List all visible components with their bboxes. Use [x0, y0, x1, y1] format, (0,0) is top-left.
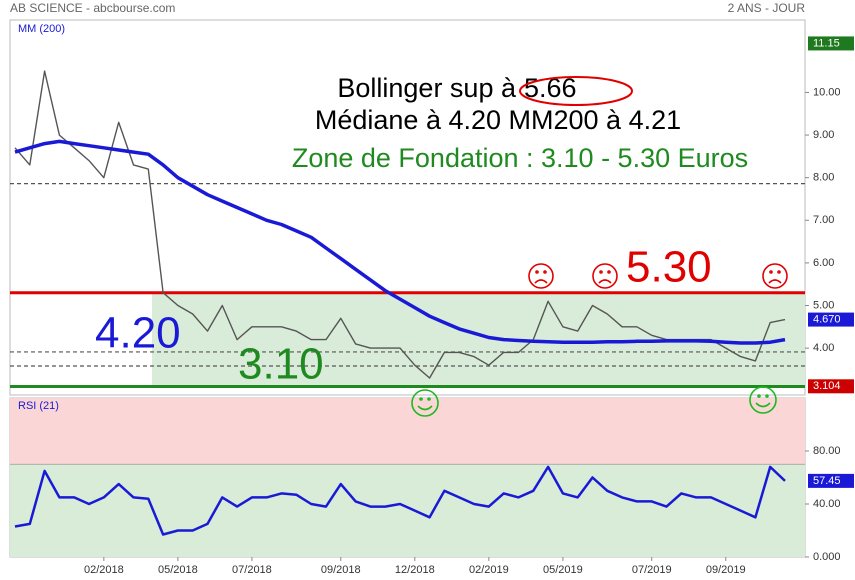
y-tick-label: 6.00 — [813, 257, 834, 269]
rsi-label: RSI (21) — [18, 400, 59, 412]
zone — [10, 398, 805, 465]
y-tick-label: 7.00 — [813, 214, 834, 226]
annotation: 5.30 — [626, 243, 712, 292]
y-tick-label: 5.00 — [813, 299, 834, 311]
smile-icons — [411, 386, 777, 417]
value-box-label: 4.670 — [813, 313, 841, 325]
highlight-ellipse — [519, 76, 633, 106]
x-tick-label: 12/2018 — [395, 564, 435, 576]
background — [9, 19, 806, 558]
series-line — [14, 465, 786, 536]
x-tick-label: 09/2018 — [321, 564, 361, 576]
y-tick-label: 4.00 — [813, 342, 834, 354]
x-tick-label: 07/2019 — [632, 564, 672, 576]
value-box — [808, 36, 854, 51]
series-line — [14, 70, 786, 379]
y-tick-label: 40.00 — [813, 498, 841, 510]
plot: 4.00 5.00 6.00 7.00 8.00 9.00 10.00 11.15 4.670 3… — [10, 36, 854, 576]
x-tick-label: 07/2018 — [232, 564, 272, 576]
header-left: AB SCIENCE - abcbourse.com — [10, 1, 175, 15]
value-box-label: 3.104 — [813, 380, 841, 392]
header-right: 2 ANS - JOUR — [728, 1, 806, 15]
frown-icons — [528, 263, 788, 289]
y-tick-label: 10.00 — [813, 86, 841, 98]
value-box — [808, 312, 854, 327]
x-tick-label: 05/2019 — [543, 564, 583, 576]
series-line — [14, 139, 786, 345]
y-tick-label: 9.00 — [813, 129, 834, 141]
annotation: Médiane à 4.20 MM200 à 4.21 — [315, 105, 681, 135]
annotation: Zone de Fondation : 3.10 - 5.30 Euros — [292, 143, 748, 173]
y-tick-label: 8.00 — [813, 172, 834, 184]
annotation: Bollinger sup à — [337, 73, 517, 103]
x-tick-label: 09/2019 — [706, 564, 746, 576]
zone — [10, 464, 805, 557]
value-box — [808, 473, 854, 488]
ma-label: MM (200) — [18, 23, 65, 35]
value-box-label: 57.45 — [813, 475, 841, 487]
value-box — [808, 379, 854, 394]
x-tick-label: 02/2018 — [84, 564, 124, 576]
x-tick-label: 05/2018 — [158, 564, 198, 576]
annotation: 4.20 — [95, 309, 181, 358]
x-tick-label: 02/2019 — [469, 564, 509, 576]
value-box-label: 11.15 — [813, 37, 840, 49]
y-tick-label: 0.000 — [813, 551, 841, 563]
panel-frame — [9, 19, 806, 396]
y-tick-label: 80.00 — [813, 445, 841, 457]
annotation: 3.10 — [238, 340, 324, 389]
